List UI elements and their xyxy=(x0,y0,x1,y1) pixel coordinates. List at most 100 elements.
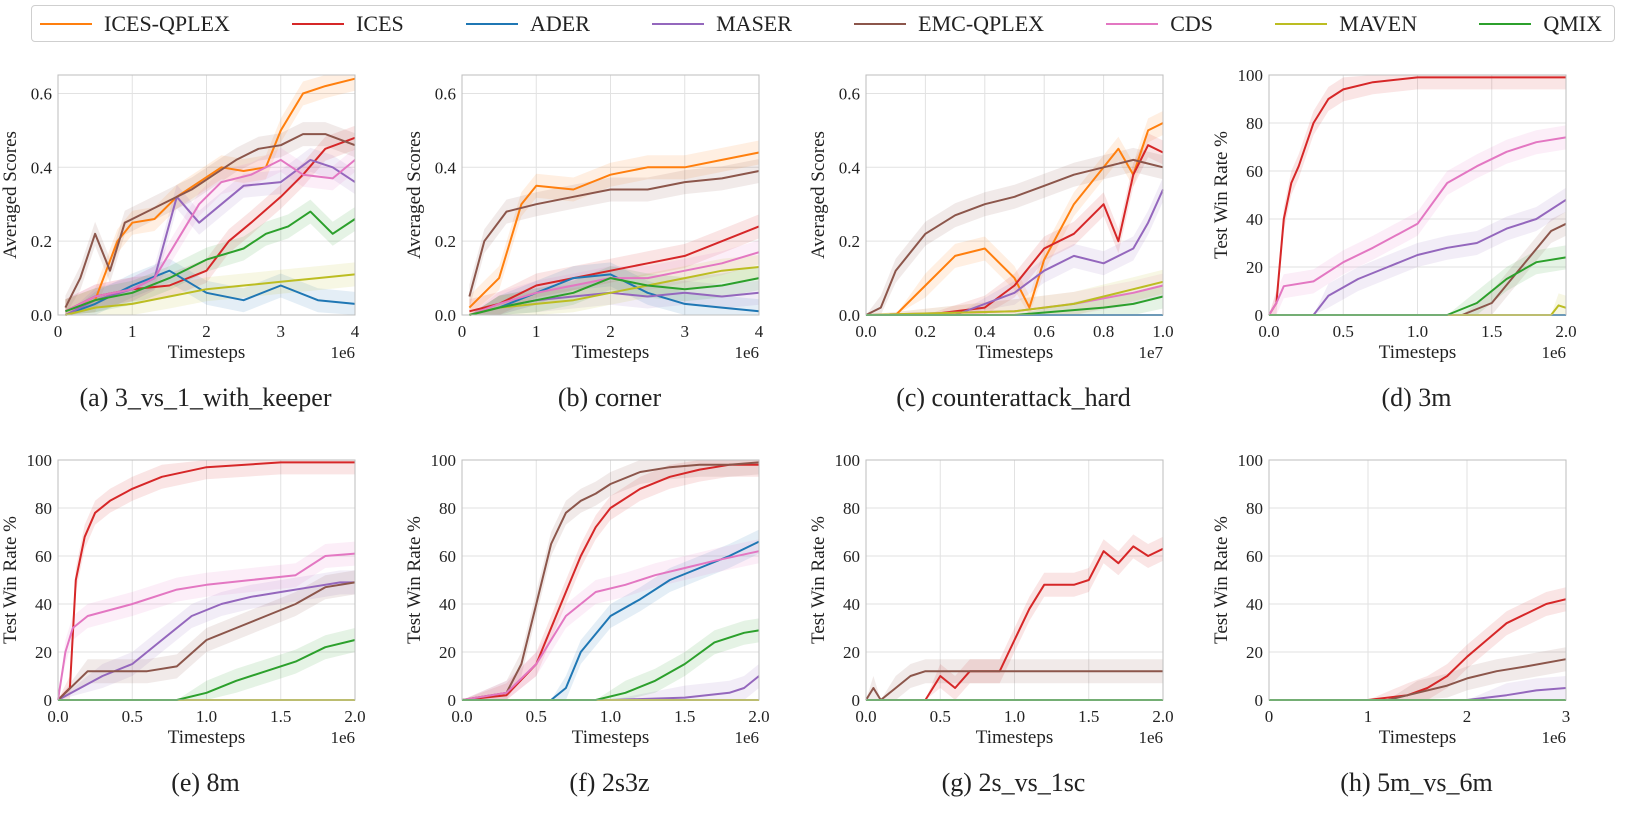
plot-frame xyxy=(461,74,760,316)
series-band xyxy=(469,140,759,315)
series-line xyxy=(57,581,355,701)
series-band xyxy=(58,570,355,700)
x-tick-label: 1.5 xyxy=(270,707,291,726)
x-tick-label: 1 xyxy=(128,322,137,341)
y-tick-label: 60 xyxy=(439,547,456,566)
x-tick-label: 2 xyxy=(606,322,615,341)
x-tick-label: 3 xyxy=(1562,707,1571,726)
series-line xyxy=(57,552,356,701)
x-tick-label: 0.0 xyxy=(855,322,876,341)
y-tick-label: 60 xyxy=(35,547,52,566)
series-band xyxy=(462,529,759,700)
series-line xyxy=(865,670,1163,701)
series-band xyxy=(469,262,759,315)
legend-swatch xyxy=(1106,22,1159,25)
subfigure-caption: (a) 3_vs_1_with_keeper xyxy=(79,383,332,412)
series-line xyxy=(64,133,356,309)
legend-swatch xyxy=(466,22,519,25)
x-tick-label: 0.0 xyxy=(855,707,876,726)
y-tick-label: 0.2 xyxy=(31,232,52,251)
y-tick-label: 40 xyxy=(439,595,456,614)
x-tick-label: 4 xyxy=(351,322,360,341)
series-line xyxy=(1269,598,1567,701)
legend-item: MASER xyxy=(652,11,792,37)
series-band xyxy=(462,539,759,700)
x-tick-label: 0.6 xyxy=(1034,322,1055,341)
x-tick-label: 2.0 xyxy=(1152,707,1173,726)
y-tick-label: 0.4 xyxy=(839,158,861,177)
y-tick-label: 20 xyxy=(35,643,52,662)
x-axis-label: Timesteps xyxy=(168,727,245,748)
chart-panel: 0 1 2 3 0 20 40 60 80 100 Timesteps 1e6 Test Win Rat… xyxy=(1211,440,1622,820)
subfigure-caption: (h) 5m_vs_6m xyxy=(1340,768,1493,797)
chart-panel: 0.0 0.5 1.0 1.5 2.0 0 20 40 60 80 100 Timesteps 1e6 T… xyxy=(1211,55,1622,435)
x-tick-label: 0.0 xyxy=(451,707,472,726)
series-line xyxy=(65,210,356,313)
x-tick-label: 1.5 xyxy=(1078,707,1099,726)
y-tick-label: 0.2 xyxy=(839,232,860,251)
chart-panel: 0.0 0.5 1.0 1.5 2.0 0 20 40 60 80 100 Timesteps 1e6 T… xyxy=(808,440,1219,820)
y-tick-label: 20 xyxy=(1246,643,1263,662)
series-line xyxy=(461,461,760,701)
x-tick-label: 2.0 xyxy=(1555,322,1576,341)
y-tick-label: 60 xyxy=(1246,162,1263,181)
series-line xyxy=(58,639,356,701)
line-chart: 0.0 0.5 1.0 1.5 2.0 0 20 40 60 80 100 Timesteps 1e6 T… xyxy=(0,451,366,748)
x-axis-label: Timesteps xyxy=(168,342,245,363)
y-axis-label: Test Win Rate % xyxy=(404,516,425,644)
line-chart: 0.0 0.5 1.0 1.5 2.0 0 20 40 60 80 100 Timesteps 1e6 T… xyxy=(808,451,1174,748)
series-line xyxy=(866,545,1164,701)
x-tick-label: 1 xyxy=(532,322,541,341)
x-scale-label: 1e6 xyxy=(1541,343,1566,362)
y-axis-label: Test Win Rate % xyxy=(0,516,21,644)
x-axis-label: Timesteps xyxy=(976,342,1053,363)
series-line xyxy=(469,225,760,313)
series-band xyxy=(866,273,1163,315)
x-tick-label: 0.5 xyxy=(526,707,547,726)
series-band xyxy=(866,269,1163,315)
legend-swatch xyxy=(652,22,705,25)
series-band xyxy=(469,159,759,309)
x-tick-label: 1 xyxy=(1364,707,1373,726)
x-tick-label: 1.0 xyxy=(600,707,621,726)
y-tick-label: 0.6 xyxy=(31,84,52,103)
x-scale-label: 1e7 xyxy=(1138,343,1163,362)
x-tick-label: 2.0 xyxy=(344,707,365,726)
legend-label: ADER xyxy=(530,10,590,36)
series-band xyxy=(1269,187,1566,315)
y-tick-label: 100 xyxy=(1238,66,1264,85)
y-tick-label: 0 xyxy=(44,691,53,710)
legend-label: ICES xyxy=(356,10,404,36)
series-band xyxy=(1269,587,1566,700)
legend-label: QMIX xyxy=(1543,10,1602,36)
series-line xyxy=(469,273,760,316)
chart-panel: 0.0 0.5 1.0 1.5 2.0 0 20 40 60 80 100 Timesteps 1e6 T… xyxy=(0,440,411,820)
x-tick-label: 0.8 xyxy=(1093,322,1114,341)
plot-frame xyxy=(57,459,356,701)
line-chart: 0 1 2 3 4 0.0 0.2 0.4 0.6 Timesteps 1e6 Averaged Sc… xyxy=(0,74,360,363)
subfigure-caption: (e) 8m xyxy=(171,768,240,797)
y-tick-label: 40 xyxy=(843,595,860,614)
plot-frame xyxy=(461,459,760,701)
plot-frame xyxy=(865,74,1164,316)
series-band xyxy=(866,147,1163,315)
y-tick-label: 20 xyxy=(843,643,860,662)
plot-frame xyxy=(1268,74,1567,316)
y-tick-label: 0 xyxy=(1255,306,1264,325)
plot-frame xyxy=(57,74,356,316)
x-tick-label: 1.0 xyxy=(1407,322,1428,341)
x-scale-label: 1e6 xyxy=(330,728,355,747)
series-band xyxy=(866,284,1163,315)
x-tick-label: 3 xyxy=(681,322,690,341)
legend-label: ICES-QPLEX xyxy=(104,10,230,36)
plot-area xyxy=(1269,460,1566,700)
legend-item: ICES-QPLEX xyxy=(40,11,230,37)
y-tick-label: 0 xyxy=(1255,691,1264,710)
x-axis-label: Timesteps xyxy=(572,727,649,748)
y-tick-label: 80 xyxy=(1246,499,1263,518)
legend-label: CDS xyxy=(1170,10,1214,36)
x-tick-label: 0.0 xyxy=(47,707,68,726)
y-tick-label: 80 xyxy=(843,499,860,518)
